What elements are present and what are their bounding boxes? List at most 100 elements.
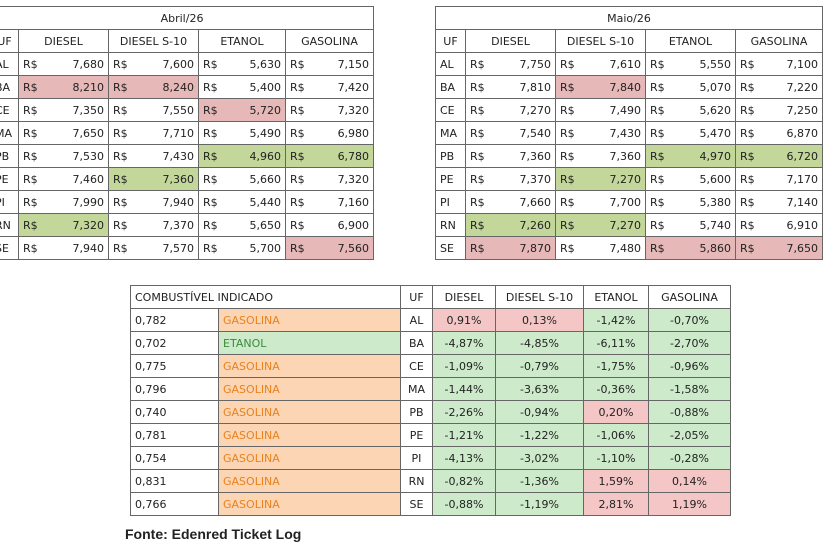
price: R$ 5,660 — [203, 173, 281, 186]
price-cell: R$ 7,550 — [108, 98, 199, 122]
price: R$ 7,680 — [23, 58, 104, 71]
fuel-cell: GASOLINA — [218, 446, 401, 470]
currency: R$ — [203, 241, 218, 255]
change-cell: 2,81% — [583, 492, 649, 516]
price: R$ 6,870 — [740, 127, 818, 140]
currency: R$ — [203, 126, 218, 140]
price: R$ 7,700 — [560, 196, 641, 209]
title-row: Maio/26 — [435, 6, 823, 30]
price-cell: R$ 7,360 — [108, 167, 199, 191]
title-row: Abril/26 — [0, 6, 375, 30]
currency: R$ — [740, 126, 755, 140]
change-cell: -1,06% — [583, 423, 649, 447]
change-cell: 0,20% — [583, 400, 649, 424]
price-value: 5,440 — [249, 195, 282, 209]
price: R$ 5,470 — [650, 127, 731, 140]
price-cell: R$ 5,600 — [645, 167, 736, 191]
currency: R$ — [470, 195, 485, 209]
currency: R$ — [23, 126, 38, 140]
price: R$ 5,440 — [203, 196, 281, 209]
currency: R$ — [23, 57, 38, 71]
row: MA R$ 7,540 R$ 7,430 R$ 5,470 R$ 6,870 — [435, 121, 823, 145]
uf-cell: BA — [400, 331, 433, 355]
row: SE R$ 7,870 R$ 7,480 R$ 5,860 R$ 7,650 — [435, 236, 823, 260]
currency: R$ — [740, 172, 755, 186]
currency: R$ — [560, 80, 575, 94]
price-cell: R$ 7,460 — [18, 167, 109, 191]
currency: R$ — [203, 57, 218, 71]
uf-cell: MA — [400, 377, 433, 401]
uf-cell: PE — [0, 167, 19, 191]
price-value: 4,970 — [699, 149, 732, 163]
change-cell: 1,19% — [648, 492, 731, 516]
currency: R$ — [470, 126, 485, 140]
price-cell: R$ 7,870 — [465, 236, 556, 260]
price-cell: R$ 7,490 — [555, 98, 646, 122]
price-cell: R$ 8,240 — [108, 75, 199, 99]
uf-cell: CE — [435, 98, 466, 122]
price: R$ 7,360 — [113, 173, 194, 186]
price-value: 5,600 — [699, 172, 732, 186]
price: R$ 5,630 — [203, 58, 281, 71]
currency: R$ — [470, 172, 485, 186]
price: R$ 5,860 — [650, 242, 731, 255]
price-value: 7,370 — [519, 172, 552, 186]
price-cell: R$ 6,720 — [735, 144, 823, 168]
currency: R$ — [23, 241, 38, 255]
price: R$ 4,960 — [203, 150, 281, 163]
price-cell: R$ 7,990 — [18, 190, 109, 214]
price: R$ 5,700 — [203, 242, 281, 255]
currency: R$ — [470, 57, 485, 71]
change-cell: -0,82% — [432, 469, 496, 493]
header-row: COMBUSTÍVEL INDICADO UF DIESEL DIESEL S-10 E… — [130, 285, 731, 309]
price: R$ 7,350 — [23, 104, 104, 117]
uf-cell: BA — [0, 75, 19, 99]
currency: R$ — [203, 195, 218, 209]
price: R$ 7,710 — [113, 127, 194, 140]
price: R$ 7,160 — [290, 196, 369, 209]
row: RN R$ 7,320 R$ 7,370 R$ 5,650 R$ 6,900 — [0, 213, 375, 237]
column-header: DIESEL S-10 — [108, 29, 199, 53]
change-cell: 1,59% — [583, 469, 649, 493]
currency: R$ — [650, 241, 665, 255]
uf-cell: RN — [435, 213, 466, 237]
change-cell: -0,36% — [583, 377, 649, 401]
ratio-cell: 0,766 — [130, 492, 219, 516]
price-cell: R$ 7,220 — [735, 75, 823, 99]
price-cell: R$ 7,570 — [108, 236, 199, 260]
uf-cell: PB — [400, 400, 433, 424]
price: R$ 7,360 — [560, 150, 641, 163]
price-cell: R$ 7,700 — [555, 190, 646, 214]
price-cell: R$ 7,560 — [284, 236, 375, 260]
price-value: 7,490 — [609, 103, 642, 117]
currency: R$ — [23, 172, 38, 186]
currency: R$ — [470, 80, 485, 94]
price-cell: R$ 5,490 — [198, 121, 286, 145]
price: R$ 7,270 — [470, 104, 551, 117]
currency: R$ — [113, 149, 128, 163]
price-value: 5,470 — [699, 126, 732, 140]
price-cell: R$ 7,360 — [465, 144, 556, 168]
price-value: 5,650 — [249, 218, 282, 232]
uf-cell: PI — [0, 190, 19, 214]
change-cell: -1,44% — [432, 377, 496, 401]
change-cell: -1,19% — [495, 492, 584, 516]
uf-cell: PB — [0, 144, 19, 168]
price: R$ 7,370 — [470, 173, 551, 186]
price: R$ 7,360 — [470, 150, 551, 163]
price-value: 5,860 — [699, 241, 732, 255]
price-value: 7,530 — [72, 149, 105, 163]
price-value: 7,270 — [609, 218, 642, 232]
price-value: 7,370 — [162, 218, 195, 232]
price-cell: R$ 8,210 — [18, 75, 109, 99]
currency: R$ — [113, 80, 128, 94]
price-value: 5,490 — [249, 126, 282, 140]
price-cell: R$ 7,270 — [555, 167, 646, 191]
ratio-cell: 0,702 — [130, 331, 219, 355]
uf-cell: AL — [0, 52, 19, 76]
change-cell: -1,10% — [583, 446, 649, 470]
price-cell: R$ 7,610 — [555, 52, 646, 76]
change-cell: -4,13% — [432, 446, 496, 470]
